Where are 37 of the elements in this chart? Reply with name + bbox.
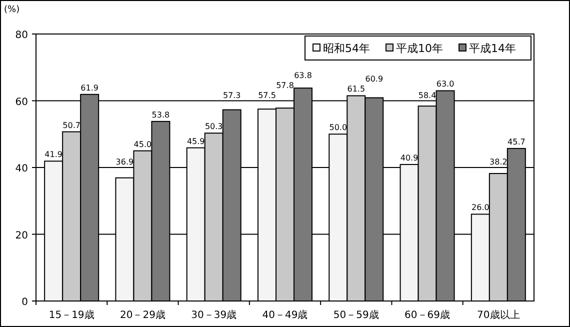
y-tick-label: 0 [22,297,28,308]
y-tick-label: 20 [15,230,28,242]
data-label: 26.0 [472,203,490,212]
y-tick-label: 40 [15,164,28,174]
data-label: 50.3 [204,122,223,132]
y-tick-label: 60 [15,96,28,108]
data-label: 57.3 [222,90,241,100]
x-tick-label: 70歳以上 [477,309,520,321]
data-label: 63.8 [294,70,312,80]
data-label: 53.8 [152,110,170,120]
x-tick-label: 40－49歳 [262,309,308,321]
y-tick-label: 80 [15,30,28,41]
data-label: 38.2 [490,158,508,166]
legend-label: 平成10年 [396,42,443,55]
data-label: 45.7 [508,137,526,146]
data-label: 41.9 [44,150,62,160]
data-label: 63.0 [436,80,454,89]
data-label: 60.9 [365,74,384,84]
data-label: 36.9 [116,158,134,166]
x-tick-label: 20－29歳 [120,309,166,321]
x-tick-label: 15－19歳 [48,309,94,321]
legend-label: 昭和54年 [323,42,370,55]
data-label: 45.0 [134,140,152,149]
x-tick-label: 30－39歳 [191,309,237,321]
legend-label: 平成14年 [469,42,516,55]
data-label: 61.5 [347,84,366,94]
data-label: 40.9 [400,153,418,162]
data-label: 57.5 [258,90,276,100]
x-tick-label: 60－69歳 [404,309,450,321]
y-axis-title: (%) [4,5,20,15]
data-label: 57.8 [276,80,294,90]
data-label: 45.9 [186,136,205,146]
data-label: 58.4 [418,90,436,100]
data-label: 61.9 [80,83,98,92]
data-label: 50.0 [329,123,348,132]
data-label: 50.7 [62,120,80,130]
x-tick-label: 50－59歳 [333,309,379,321]
